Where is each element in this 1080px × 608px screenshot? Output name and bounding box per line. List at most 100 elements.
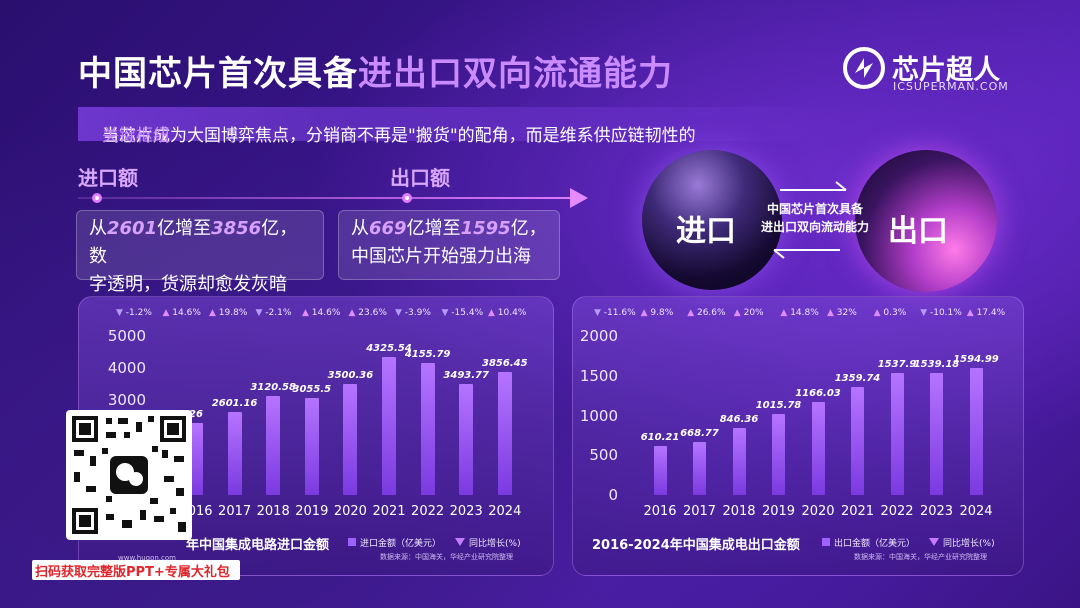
triangle-down-icon: ▼ <box>441 308 452 318</box>
bar-value-label: 2601.16 <box>211 398 258 410</box>
triangle-down-icon: ▼ <box>395 308 405 318</box>
triangle-down-icon: ▼ <box>594 308 604 318</box>
bar-value-label: 610.21 <box>640 432 680 444</box>
import-chart-legend: 进口金额（亿美元） 同比增长(%) <box>348 536 521 549</box>
y-tick-label: 4000 <box>107 358 146 377</box>
y-tick-label: 2000 <box>579 327 618 345</box>
triangle-up-icon: ▲ <box>780 308 791 318</box>
export-sphere-label: 出口 <box>888 214 948 249</box>
growth-label: ▲ 10.4% <box>488 308 527 318</box>
triangle-down-icon: ▼ <box>920 308 930 318</box>
export-chart-source: 数据来源：中国海关，华经产业研究院整理 <box>854 553 987 561</box>
y-tick-label: 1000 <box>579 406 618 425</box>
chart-bar <box>459 383 474 495</box>
watermark-url: www.hugon.com <box>118 554 176 562</box>
x-tick-label: 2020 <box>333 504 367 519</box>
triangle-up-icon: ▲ <box>966 308 977 318</box>
growth-label: ▲ 0.3% <box>873 308 907 318</box>
x-tick-label: 2019 <box>295 504 329 519</box>
growth-label: ▲ 26.6% <box>687 308 726 318</box>
qr-caption: 扫码获取完整版PPT+专属大礼包 <box>32 560 240 580</box>
import-sphere-label: 进口 <box>676 214 736 249</box>
triangle-down-icon: ▼ <box>116 308 126 318</box>
triangle-up-icon: ▲ <box>733 308 744 318</box>
legend-triangle-icon <box>455 538 466 546</box>
growth-label: ▼ -10.1% <box>920 308 962 318</box>
growth-label: ▼ -1.2% <box>116 308 152 318</box>
triangle-up-icon: ▲ <box>488 308 498 318</box>
chart-bar <box>772 414 785 495</box>
x-tick-label: 2022 <box>411 504 445 519</box>
y-tick-label: 1500 <box>579 366 618 385</box>
logo-text: 芯片超人 <box>892 55 1000 86</box>
bar-value-label: 4155.79 <box>404 348 451 360</box>
chart-bar <box>811 402 825 495</box>
flow-caption: 中国芯片首次具备 进出口双向流动能力 <box>760 202 869 234</box>
y-tick-label: 3000 <box>107 390 146 409</box>
import-chart-source: 数据来源：中国海关，华经产业研究院整理 <box>380 553 513 561</box>
y-tick-label: 0 <box>608 486 618 504</box>
logo-url: ICSUPERMAN.COM <box>893 80 1009 93</box>
chart-bar <box>227 412 242 495</box>
bar-value-label: 668.77 <box>680 427 719 439</box>
export-chart-panel <box>572 296 1024 576</box>
x-tick-label: 2020 <box>801 504 835 519</box>
bar-value-label: 1539.18 <box>913 358 960 370</box>
chart-bar <box>304 397 319 495</box>
bar-value-label: 3493.77 <box>443 369 489 381</box>
bar-value-label: 3500.36 <box>327 369 374 381</box>
legend-triangle-icon <box>929 538 940 546</box>
growth-label: ▲ 32% <box>827 308 857 318</box>
x-tick-label: 2023 <box>919 504 954 519</box>
chart-bar <box>890 372 904 495</box>
flow-arrows-icon <box>773 181 847 259</box>
growth-label: ▲ 9.8% <box>640 308 674 318</box>
growth-label: ▲ 23.6% <box>348 308 387 318</box>
triangle-up-icon: ▲ <box>348 308 359 318</box>
triangle-down-icon: ▼ <box>255 308 266 318</box>
bar-value-label: 1166.03 <box>795 388 841 400</box>
chart-bar <box>266 395 281 495</box>
chart-bar <box>497 372 512 495</box>
legend-swatch <box>822 538 830 546</box>
x-tick-label: 2018 <box>256 504 290 519</box>
x-tick-label: 2021 <box>840 504 875 519</box>
page-title: 中国芯片首次具备进出口双向流通能力 <box>78 54 673 94</box>
subtitle-bar: 当芯片成为大国博弈焦点，分销商不再是"搬货"的配角，而是维系供应链韧性的 关键枢纽 <box>78 107 826 146</box>
bar-value-label: 4325.54 <box>366 343 412 355</box>
chart-bar <box>969 368 983 495</box>
timeline-arrow-icon <box>570 188 588 208</box>
y-tick-label: 500 <box>589 446 618 465</box>
import-summary: 从2601亿增至3856亿，数 字透明，货源却愈发灰暗 <box>76 210 324 295</box>
x-tick-label: 2016 <box>643 504 677 519</box>
triangle-up-icon: ▲ <box>640 308 651 318</box>
export-section-label: 出口额 <box>390 166 450 190</box>
logo-icon <box>843 47 885 89</box>
growth-label: ▲ 14.8% <box>780 308 819 318</box>
export-sphere <box>855 150 997 292</box>
chart-bar <box>693 441 706 495</box>
qr-pattern-icon <box>72 416 186 534</box>
qr-code[interactable] <box>66 410 192 540</box>
chart-bar <box>653 446 667 495</box>
import-section-label: 进口额 <box>78 166 138 190</box>
timeline-line <box>78 197 586 199</box>
growth-label: ▼ -2.1% <box>255 308 292 318</box>
chart-bar <box>851 386 864 495</box>
chart-bar <box>343 383 358 495</box>
y-tick-label: 5000 <box>107 327 146 345</box>
x-tick-label: 2024 <box>959 504 993 519</box>
x-tick-label: 2023 <box>449 504 483 519</box>
chart-bar <box>420 362 435 495</box>
chart-bar <box>382 357 396 495</box>
legend-swatch <box>348 538 356 546</box>
x-tick-label: 2017 <box>218 504 252 519</box>
bar-value-label: 3120.58 <box>250 381 296 393</box>
growth-label: ▲ 14.6% <box>162 308 201 318</box>
growth-label: ▲ 20% <box>733 308 764 318</box>
triangle-up-icon: ▲ <box>162 308 173 318</box>
x-tick-label: 2019 <box>761 504 796 519</box>
triangle-up-icon: ▲ <box>209 308 219 318</box>
chart-bar <box>189 422 203 495</box>
export-chart-legend: 出口金额（亿美元） 同比增长(%) <box>822 536 995 549</box>
